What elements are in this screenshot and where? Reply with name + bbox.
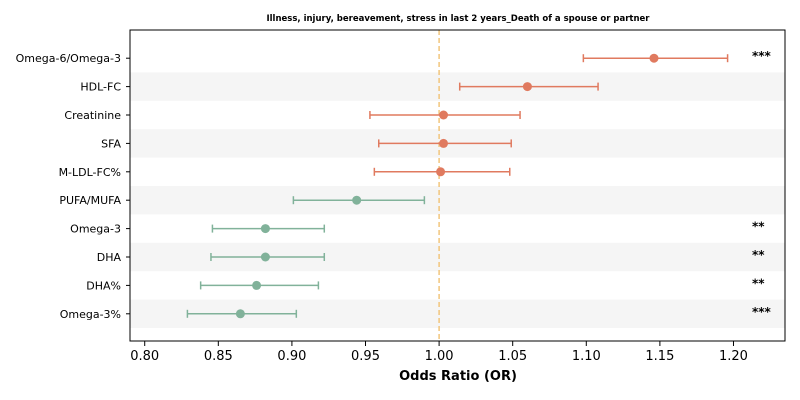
or-point: [522, 82, 532, 92]
or-point: [439, 110, 449, 120]
x-axis-label: Odds Ratio (OR): [399, 369, 517, 384]
x-tick-label: 0.85: [204, 349, 233, 364]
plot-frame: [129, 29, 786, 342]
x-tick-label: 1.20: [719, 349, 748, 364]
x-tick-label: 0.90: [277, 349, 306, 364]
or-point: [439, 138, 449, 148]
or-point: [649, 53, 659, 63]
x-tick-label: 1.05: [498, 349, 527, 364]
significance-label: ***: [752, 305, 772, 319]
row-label: Omega-3%: [60, 308, 121, 321]
forest-row: DHA% **: [86, 276, 765, 292]
row-label: Omega-6/Omega-3: [16, 52, 121, 65]
row-label: PUFA/MUFA: [59, 194, 121, 207]
or-point: [260, 224, 270, 234]
or-point: [235, 309, 245, 319]
significance-label: **: [752, 220, 765, 234]
chart-title: Illness, injury, bereavement, stress in …: [266, 14, 650, 24]
forest-row: SFA: [101, 137, 512, 150]
forest-row: PUFA/MUFA: [59, 194, 426, 207]
or-point: [436, 167, 446, 177]
forest-row: M-LDL-FC%: [59, 166, 511, 179]
rows-group: Omega-6/Omega-3 *** HDL-FC Creatinine SFA M-L…: [16, 49, 772, 321]
x-tick-label: 1.10: [572, 349, 601, 364]
row-stripe: [130, 186, 785, 215]
row-label: Omega-3: [70, 223, 121, 236]
forest-row: Creatinine: [64, 109, 521, 122]
forest-row: HDL-FC: [80, 81, 599, 94]
or-point: [260, 252, 270, 262]
significance-label: ***: [752, 49, 772, 63]
significance-label: **: [752, 276, 765, 290]
x-axis: 0.80 0.85 0.90 0.95 1.00 1.05 1.10 1.15 1.20: [130, 341, 748, 364]
x-tick-label: 0.80: [130, 349, 159, 364]
row-stripes: [130, 72, 785, 328]
row-label: Creatinine: [64, 109, 121, 122]
forest-row: Omega-6/Omega-3 ***: [16, 49, 772, 65]
or-point: [352, 195, 362, 205]
row-label: SFA: [101, 137, 121, 150]
x-tick-label: 1.00: [425, 349, 454, 364]
forest-row: Omega-3% ***: [60, 305, 772, 321]
forest-row: Omega-3 **: [70, 220, 765, 236]
row-label: M-LDL-FC%: [59, 166, 121, 179]
forest-row: DHA **: [97, 248, 766, 264]
row-label: HDL-FC: [80, 81, 121, 94]
or-point: [252, 280, 262, 290]
x-tick-label: 1.15: [645, 349, 674, 364]
x-tick-label: 0.95: [351, 349, 380, 364]
row-stripe: [130, 72, 785, 101]
row-label: DHA%: [86, 279, 121, 292]
row-label: DHA: [97, 251, 122, 264]
significance-label: **: [752, 248, 765, 262]
